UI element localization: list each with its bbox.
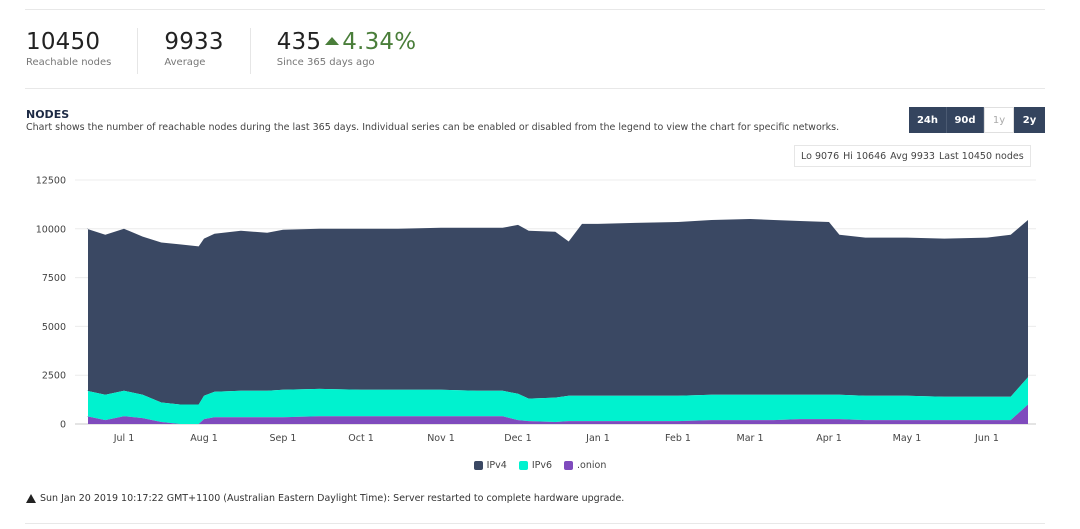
stat-label: Reachable nodes (26, 57, 112, 68)
stat-change: 435 4.34% Since 365 days ago (277, 28, 443, 74)
legend-item-ipv4[interactable]: IPv4 (473, 460, 507, 471)
y-tick-label: 5000 (42, 322, 66, 333)
range-button-1y[interactable]: 1y (984, 107, 1014, 133)
x-tick-label: May 1 (893, 433, 922, 444)
top-divider (25, 9, 1045, 10)
range-button-90d[interactable]: 90d (947, 107, 984, 133)
series-area-ipv6[interactable] (86, 377, 1028, 424)
x-tick-label: Jun 1 (974, 433, 999, 444)
y-tick-label: 0 (60, 420, 66, 431)
y-tick-label: 2500 (42, 371, 66, 382)
range-button-2y[interactable]: 2y (1014, 107, 1045, 133)
stat-label: Average (164, 57, 206, 68)
x-tick-label: Sep 1 (270, 433, 297, 444)
x-tick-label: Feb 1 (665, 433, 691, 444)
chart-legend: IPv4 IPv6 .onion (0, 460, 1080, 471)
series-area-ipv4[interactable] (86, 219, 1028, 405)
x-tick-label: Jan 1 (585, 433, 610, 444)
stat-reachable-nodes: 10450 Reachable nodes (26, 28, 139, 74)
range-selector: 24h 90d 1y 2y (909, 107, 1045, 133)
triangle-up-icon (325, 37, 340, 45)
y-tick-label: 10000 (36, 224, 66, 235)
server-notice: Sun Jan 20 2019 10:17:22 GMT+1100 (Austr… (26, 493, 624, 504)
stat-average: 9933 Average (164, 28, 251, 74)
legend-item-ipv6[interactable]: IPv6 (518, 460, 553, 471)
legend-swatch-ipv6 (518, 461, 528, 470)
bottom-divider (25, 523, 1045, 524)
summary-lo: Lo 9076 (801, 150, 840, 162)
section-description: Chart shows the number of reachable node… (26, 122, 840, 133)
warning-icon (26, 494, 36, 503)
y-tick-label: 12500 (36, 176, 66, 187)
x-tick-label: Mar 1 (737, 433, 764, 444)
stat-value: 10450 (26, 29, 101, 55)
legend-swatch-onion (564, 461, 574, 470)
x-tick-label: Nov 1 (427, 433, 455, 444)
stat-change-count: 435 (276, 29, 322, 55)
legend-label: IPv6 (531, 460, 553, 471)
legend-label: IPv4 (486, 460, 507, 471)
section-title: NODES (26, 108, 70, 121)
legend-swatch-ipv4 (473, 461, 483, 470)
x-tick-label: Dec 1 (504, 433, 531, 444)
stat-change-percent: 4.34% (342, 29, 417, 55)
chart-summary: Lo 9076 Hi 10646 Avg 9933 Last 10450 nod… (794, 145, 1031, 167)
y-tick-label: 7500 (42, 273, 66, 284)
stat-label: Since 365 days ago (276, 57, 375, 68)
summary-hi: Hi 10646 (843, 150, 887, 162)
series-area-onion[interactable] (86, 404, 1028, 425)
x-tick-label: Oct 1 (348, 433, 374, 444)
x-tick-label: Jul 1 (113, 433, 135, 444)
legend-item-onion[interactable]: .onion (564, 460, 606, 471)
summary-last: Last 10450 nodes (938, 150, 1024, 162)
nodes-chart[interactable]: 12500 10000 7500 5000 2500 0 Jul 1 Aug 1 Sep 1 O… (0, 170, 1080, 455)
summary-avg: Avg 9933 (890, 150, 935, 162)
stat-value: 435 4.34% (277, 28, 417, 56)
x-tick-label: Aug 1 (190, 433, 218, 444)
stats-divider (25, 88, 1045, 89)
stats-bar: 10450 Reachable nodes 9933 Average 435 4.… (26, 28, 468, 74)
notice-text: Sun Jan 20 2019 10:17:22 GMT+1100 (Austr… (40, 493, 625, 504)
legend-label: .onion (577, 460, 607, 471)
stat-value: 9933 (164, 29, 224, 55)
range-button-24h[interactable]: 24h (909, 107, 947, 133)
x-tick-label: Apr 1 (816, 433, 842, 444)
